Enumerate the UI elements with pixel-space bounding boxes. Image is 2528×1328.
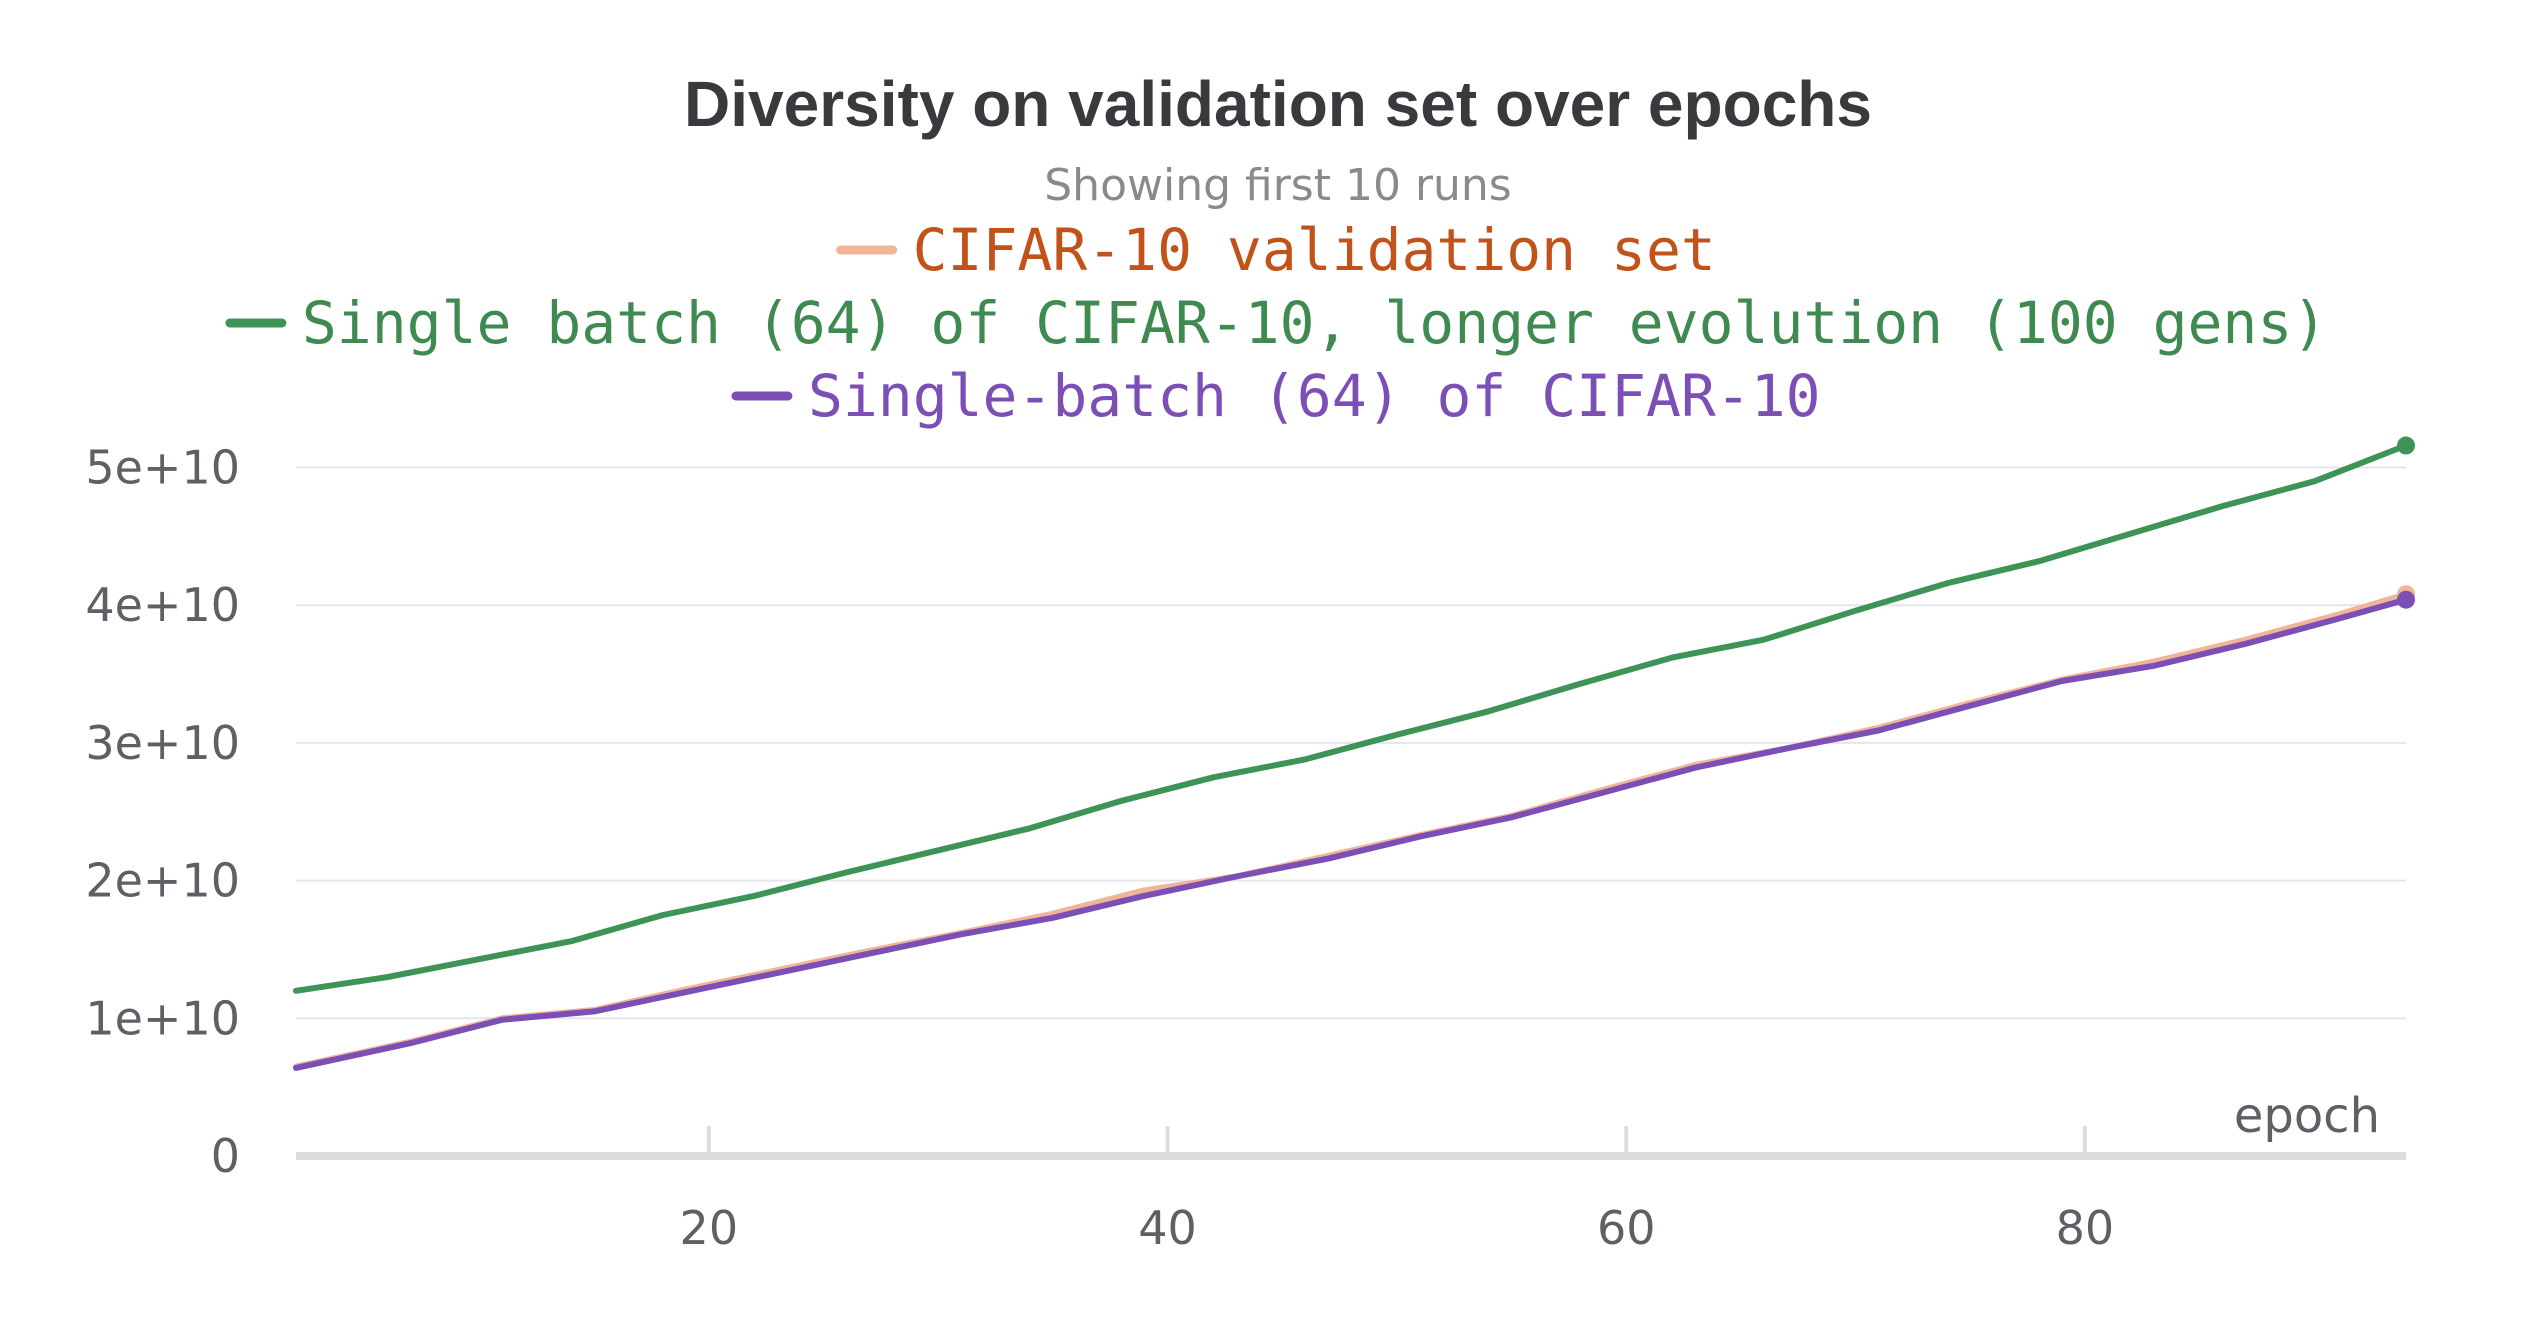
x-axis: 20 40 60 80	[296, 1126, 2406, 1255]
legend-label: CIFAR-10 validation set	[913, 216, 1716, 284]
series-line	[293, 442, 2409, 994]
series-endpoint	[2397, 436, 2415, 455]
legend-label: Single-batch (64) of CIFAR-10	[808, 362, 1821, 430]
series-line	[293, 591, 2409, 1070]
x-tick-label: 40	[1138, 1201, 1197, 1255]
series-endpoint	[2397, 590, 2415, 609]
y-axis-ticks: 0 1e+10 2e+10 3e+10 4e+10 5e+10	[85, 441, 240, 1183]
series-line	[293, 596, 2409, 1071]
y-tick-label: 0	[211, 1129, 240, 1183]
gridlines	[296, 466, 2406, 1020]
y-tick-label: 1e+10	[85, 991, 240, 1045]
chart-title: Diversity on validation set over epochs	[684, 68, 1872, 140]
x-axis-label: epoch	[2234, 1088, 2380, 1144]
x-tick-label: 60	[1597, 1201, 1656, 1255]
y-tick-label: 5e+10	[85, 441, 240, 495]
x-tick-label: 20	[680, 1201, 739, 1255]
chart-subtitle: Showing first 10 runs	[1044, 160, 1511, 211]
series-lines	[293, 436, 2415, 1071]
y-tick-label: 4e+10	[85, 578, 240, 632]
y-tick-label: 3e+10	[85, 716, 240, 770]
legend-label: Single batch (64) of CIFAR-10, longer ev…	[302, 289, 2327, 357]
y-tick-label: 2e+10	[85, 854, 240, 908]
x-tick-label: 80	[2056, 1201, 2115, 1255]
